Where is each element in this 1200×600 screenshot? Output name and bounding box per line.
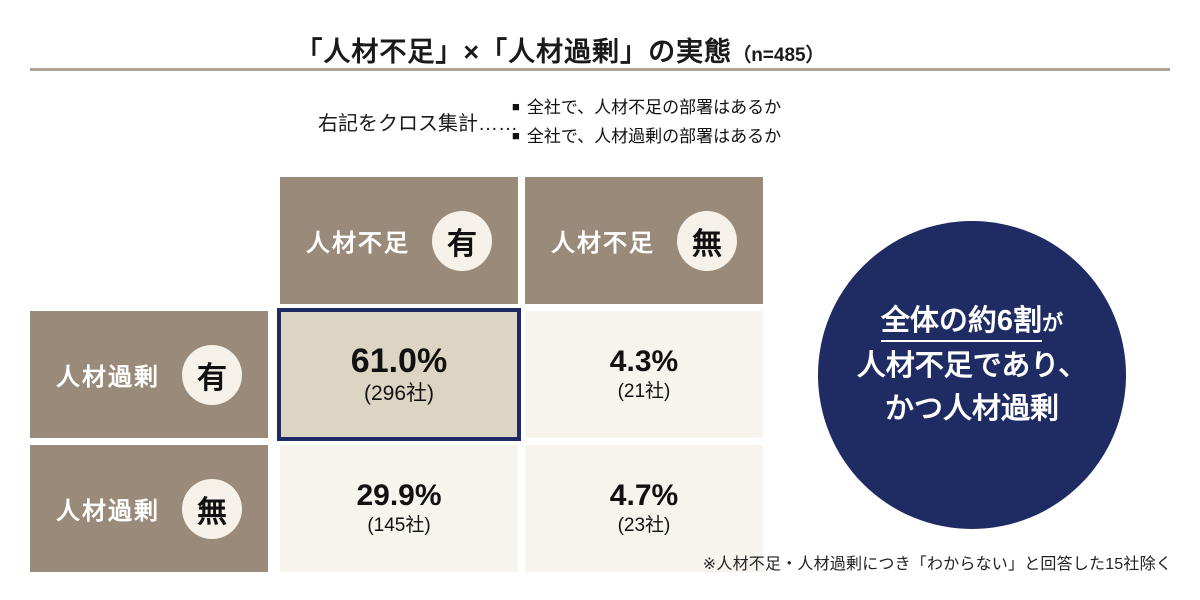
callout-underlined-phrase: 全体の約6割 [880, 304, 1043, 342]
crosstab-question-list: ■ 全社で、人材不足の部署はあるか ■ 全社で、人材過剰の部署はあるか [512, 94, 781, 152]
crosstab-note-label: 右記をクロス集計…… [318, 113, 518, 135]
key-finding-text: 全体の約6割が 人材不足であり、 かつ人材過剰 [856, 300, 1088, 431]
callout-line-1: 全体の約6割が [857, 300, 1088, 345]
row-header-label: 人材過剰 [56, 498, 160, 525]
callout-line-3: かつ人材過剰 [884, 392, 1059, 425]
row-header-surplus-no: 人材過剰 無 [30, 445, 268, 572]
question-item: ■ 全社で、人材過剰の部署はあるか [512, 123, 781, 152]
page-title: 「人材不足」×「人材過剰」の実態（n=485） [0, 30, 1120, 69]
col-header-label: 人材不足 [306, 230, 410, 257]
no-badge: 無 [677, 210, 737, 271]
title-main: 「人材不足」×「人材過剰」の実態 [295, 37, 733, 67]
question-text: 全社で、人材不足の部署はあるか [526, 98, 782, 117]
question-item: ■ 全社で、人材不足の部署はあるか [512, 94, 781, 123]
cell-percent: 61.0% [350, 341, 448, 380]
title-divider [30, 68, 1170, 71]
col-header-shortage-no: 人材不足 無 [525, 177, 763, 304]
callout-suffix: が [1042, 311, 1064, 335]
row-header-surplus-yes: 人材過剰 有 [30, 311, 268, 438]
cell-percent: 29.9% [356, 479, 442, 513]
cell-count: (23社) [617, 514, 671, 536]
col-header-label: 人材不足 [551, 230, 655, 257]
square-bullet-icon: ■ [512, 128, 520, 143]
cell-shortage-no-surplus-yes: 4.3% (21社) [525, 311, 763, 438]
question-text: 全社で、人材過剰の部署はあるか [526, 127, 782, 146]
title-sample-size: （n=485） [732, 45, 825, 66]
no-badge: 無 [182, 478, 242, 539]
cell-shortage-yes-surplus-yes-highlighted: 61.0% (296社) [277, 308, 521, 441]
cell-shortage-no-surplus-no: 4.7% (23社) [525, 445, 763, 572]
row-header-label: 人材過剰 [56, 364, 160, 391]
cell-percent: 4.7% [609, 479, 679, 513]
yes-badge: 有 [432, 210, 492, 271]
key-finding-circle: 全体の約6割が 人材不足であり、 かつ人材過剰 [818, 221, 1126, 529]
cell-count: (145社) [367, 514, 431, 536]
cell-count: (21社) [617, 380, 671, 402]
cell-count: (296社) [363, 381, 435, 405]
col-header-shortage-yes: 人材不足 有 [280, 177, 518, 304]
cell-shortage-yes-surplus-no: 29.9% (145社) [280, 445, 518, 572]
cell-percent: 4.3% [609, 345, 679, 379]
yes-badge: 有 [182, 344, 242, 405]
callout-line-2: 人材不足であり、 [856, 349, 1088, 382]
square-bullet-icon: ■ [512, 99, 520, 114]
footnote: ※人材不足・人材過剰につき「わからない」と回答した15社除く [702, 556, 1172, 573]
